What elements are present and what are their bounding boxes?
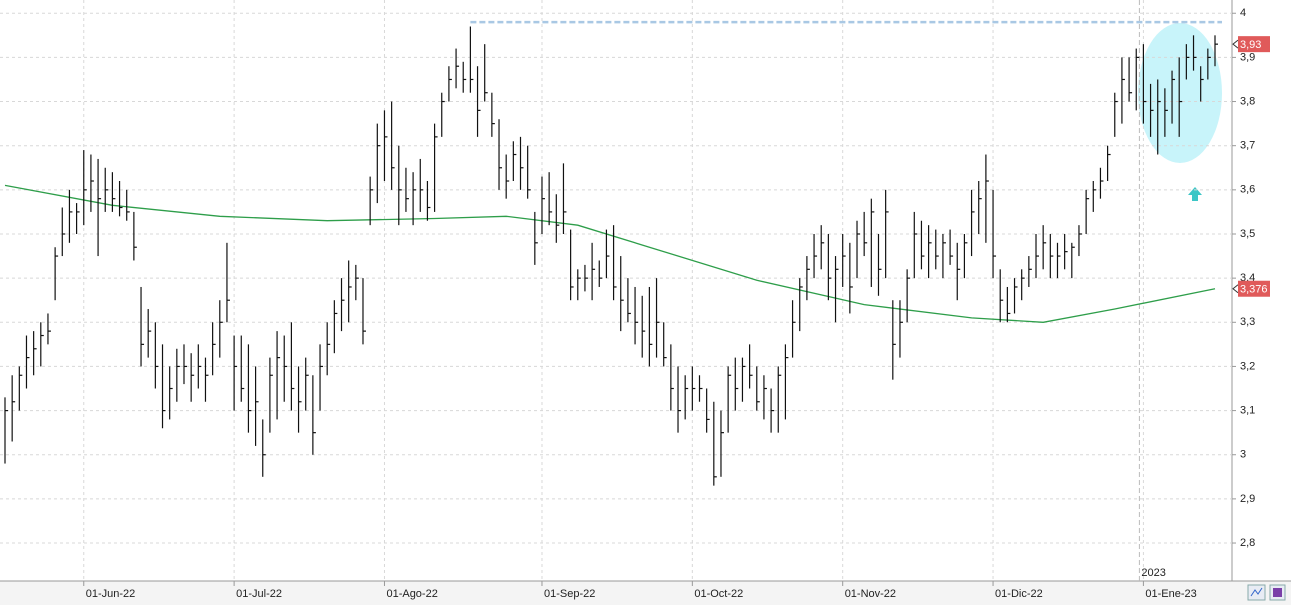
y-tick-label: 3,9: [1240, 51, 1255, 63]
highlight-ellipse: [1138, 23, 1222, 163]
y-tick-label: 3: [1240, 449, 1246, 461]
y-tick-label: 3,3: [1240, 316, 1255, 328]
x-tick-label: 01-Nov-22: [845, 588, 896, 600]
x-tick-label: 01-Sep-22: [544, 588, 595, 600]
x-tick-label: 01-Ene-23: [1145, 588, 1196, 600]
x-axis-band: [0, 581, 1291, 605]
y-tick-label: 3,5: [1240, 228, 1255, 240]
last-value-label: 3,93: [1240, 39, 1261, 51]
toolbar-icons: [1247, 584, 1286, 601]
y-tick-label: 3,7: [1240, 140, 1255, 152]
year-label: 2023: [1141, 567, 1165, 579]
chart-icon-glyph: [1250, 587, 1263, 597]
y-tick-label: 3,6: [1240, 184, 1255, 196]
y-tick-label: 4: [1240, 7, 1246, 19]
x-tick-label: 01-Oct-22: [694, 588, 743, 600]
y-tick-label: 2,8: [1240, 537, 1255, 549]
save-icon-glyph: [1273, 588, 1282, 597]
y-tick-label: 2,9: [1240, 493, 1255, 505]
up-arrow: [1188, 187, 1202, 201]
x-tick-label: 01-Jun-22: [86, 588, 136, 600]
x-tick-label: 01-Jul-22: [236, 588, 282, 600]
last-value-label: 3,376: [1240, 284, 1268, 296]
last-value-box: [1238, 280, 1270, 297]
x-tick-label: 01-Ago-22: [386, 588, 437, 600]
y-tick-label: 3,8: [1240, 95, 1255, 107]
last-value-pointer: [1232, 39, 1239, 49]
last-value-box: [1238, 36, 1270, 53]
x-tick-label: 01-Dic-22: [995, 588, 1043, 600]
y-tick-label: 3,2: [1240, 360, 1255, 372]
last-value-pointer: [1232, 284, 1239, 294]
y-tick-label: 3,1: [1240, 404, 1255, 416]
